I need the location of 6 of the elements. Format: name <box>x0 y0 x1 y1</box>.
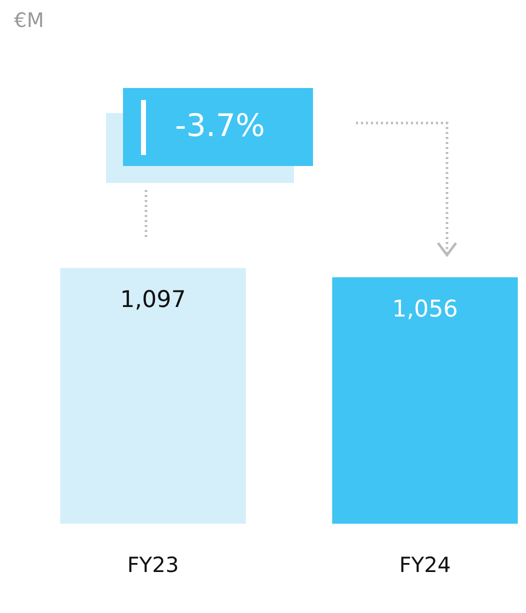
x-tick-label: FY23 <box>127 552 179 577</box>
x-tick-label: FY24 <box>399 552 451 577</box>
text: €M <box>14 8 44 32</box>
data-label: 1,056 <box>392 296 458 323</box>
data-label: 1,097 <box>120 286 186 313</box>
text: -3.7% <box>174 108 266 144</box>
